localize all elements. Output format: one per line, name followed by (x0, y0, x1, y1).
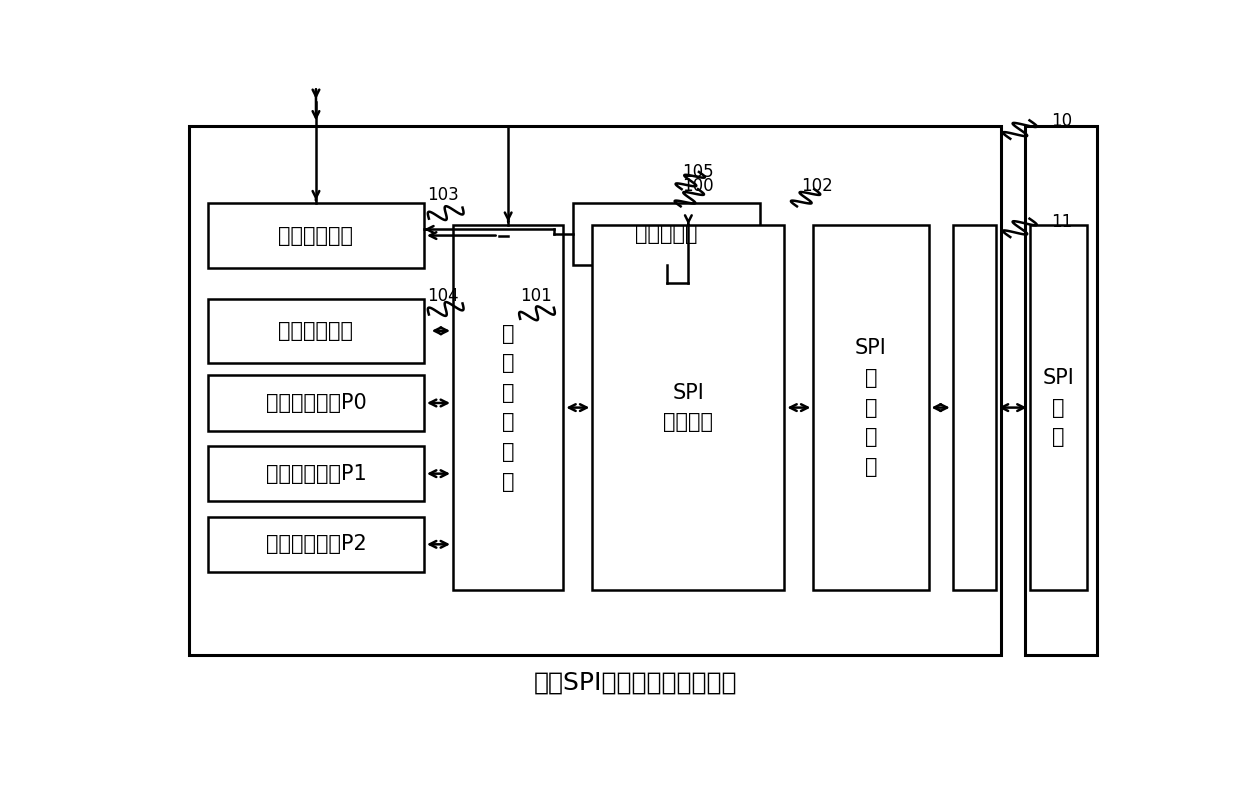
Text: 10: 10 (1050, 112, 1071, 129)
Bar (573, 203, 760, 265)
Bar (208, 516, 424, 572)
Text: SPI
接
口: SPI 接 口 (1043, 368, 1074, 447)
Text: 基于SPI的数据传输加速装置: 基于SPI的数据传输加速装置 (533, 670, 738, 694)
Text: 请
求
仲
裁
模
块: 请 求 仲 裁 模 块 (502, 324, 515, 492)
Text: 102: 102 (801, 177, 832, 196)
Text: 104: 104 (427, 286, 459, 305)
Bar (208, 203, 424, 268)
Text: 105: 105 (682, 163, 713, 180)
Bar (813, 225, 929, 591)
Bar (1024, 126, 1096, 655)
Text: 103: 103 (427, 186, 459, 204)
Text: 寄存器模块: 寄存器模块 (635, 224, 698, 244)
Text: 100: 100 (682, 177, 713, 196)
Text: 专用请求接口P0: 专用请求接口P0 (265, 393, 366, 413)
Text: SPI
交
互
接
口: SPI 交 互 接 口 (856, 338, 887, 476)
Bar (952, 225, 996, 591)
Text: 11: 11 (1050, 213, 1071, 231)
Text: 专用请求接口P1: 专用请求接口P1 (265, 464, 366, 484)
Text: 总线主机接口: 总线主机接口 (279, 226, 353, 246)
Bar (208, 298, 424, 363)
Bar (593, 225, 785, 591)
Text: SPI
控制模块: SPI 控制模块 (663, 383, 713, 433)
Bar (208, 375, 424, 431)
Bar (1029, 225, 1087, 591)
Bar (208, 446, 424, 501)
Text: 专用请求接口P2: 专用请求接口P2 (265, 535, 366, 555)
Text: 101: 101 (521, 286, 552, 305)
Bar (188, 126, 1001, 655)
Text: 系统请求模块: 系统请求模块 (279, 321, 353, 341)
Bar (453, 225, 563, 591)
